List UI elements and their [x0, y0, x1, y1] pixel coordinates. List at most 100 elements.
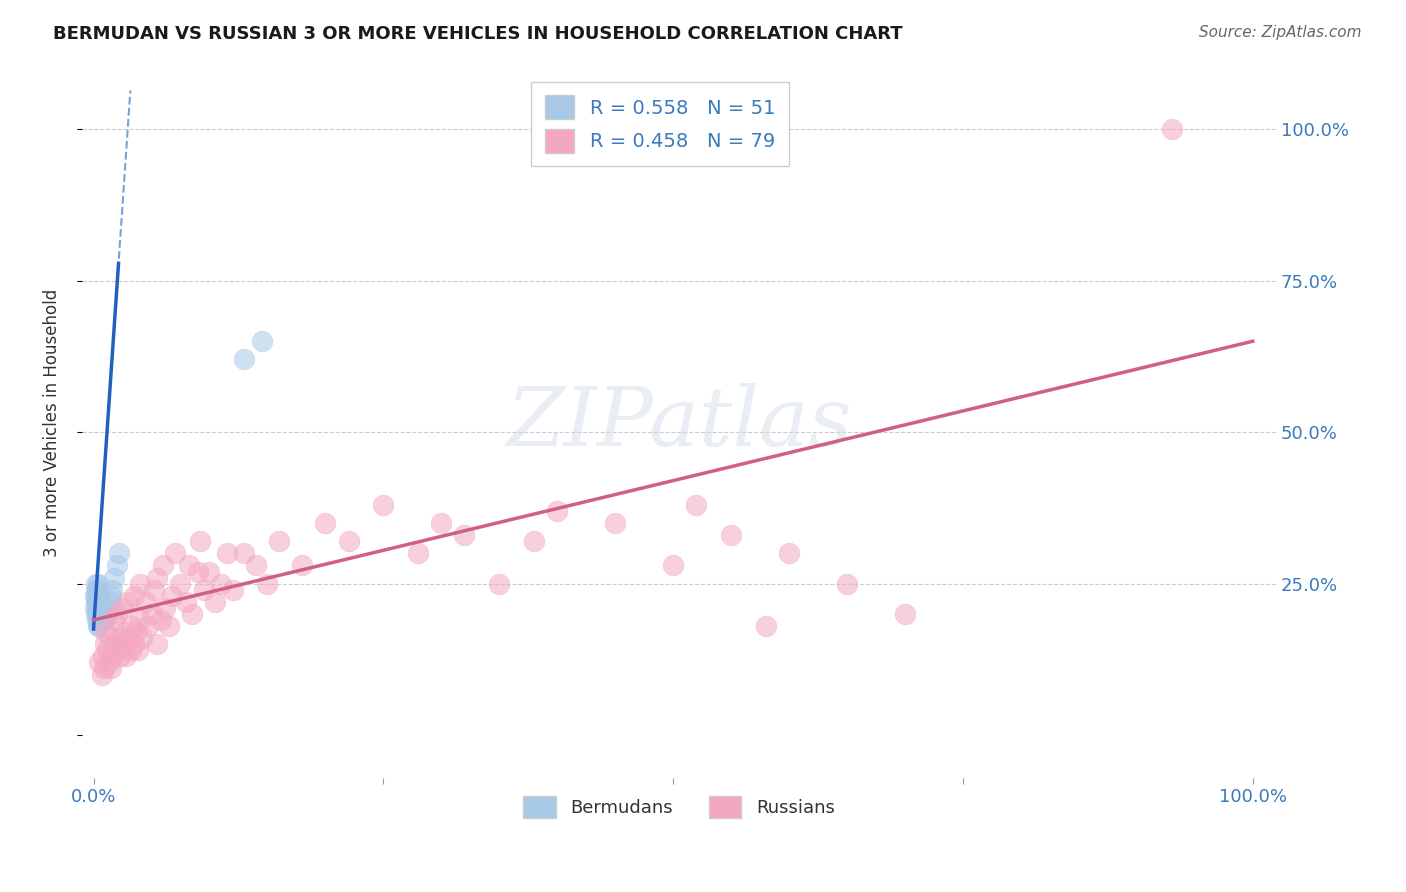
Point — [84, 582, 107, 597]
Point — [755, 619, 778, 633]
Point — [87, 576, 110, 591]
Point — [111, 637, 134, 651]
Point — [157, 619, 180, 633]
Point — [245, 558, 267, 573]
Point — [155, 600, 177, 615]
Point — [103, 571, 125, 585]
Point — [89, 600, 111, 615]
Point — [105, 558, 128, 573]
Point — [89, 607, 111, 621]
Point — [209, 576, 232, 591]
Point — [89, 619, 111, 633]
Point — [1160, 122, 1182, 136]
Point — [894, 607, 917, 621]
Point — [181, 607, 204, 621]
Point — [89, 589, 111, 603]
Point — [89, 595, 111, 609]
Point — [835, 576, 858, 591]
Point — [198, 565, 221, 579]
Point — [127, 643, 149, 657]
Point — [256, 576, 278, 591]
Point — [89, 595, 111, 609]
Point — [720, 528, 742, 542]
Point — [91, 607, 114, 621]
Point — [174, 595, 197, 609]
Point — [87, 589, 110, 603]
Point — [90, 613, 112, 627]
Point — [87, 619, 110, 633]
Point — [149, 613, 172, 627]
Point — [177, 558, 200, 573]
Point — [233, 546, 256, 560]
Point — [136, 619, 159, 633]
Point — [86, 589, 108, 603]
Point — [120, 643, 142, 657]
Point — [108, 649, 131, 664]
Point — [93, 607, 115, 621]
Point — [87, 600, 110, 615]
Point — [250, 334, 273, 349]
Point — [221, 582, 243, 597]
Point — [188, 534, 211, 549]
Point — [129, 576, 152, 591]
Point — [96, 600, 118, 615]
Point — [453, 528, 475, 542]
Point — [91, 649, 114, 664]
Point — [87, 607, 110, 621]
Text: ZIPatlas: ZIPatlas — [506, 383, 852, 463]
Point — [83, 600, 105, 615]
Point — [291, 558, 314, 573]
Legend: Bermudans, Russians: Bermudans, Russians — [516, 789, 842, 825]
Point — [129, 613, 152, 627]
Point — [98, 595, 121, 609]
Point — [86, 582, 108, 597]
Point — [131, 631, 153, 645]
Point — [142, 582, 165, 597]
Point — [108, 631, 131, 645]
Point — [86, 613, 108, 627]
Point — [163, 546, 186, 560]
Point — [94, 600, 117, 615]
Point — [233, 352, 256, 367]
Point — [115, 649, 138, 664]
Point — [93, 613, 115, 627]
Point — [83, 589, 105, 603]
Point — [86, 595, 108, 609]
Point — [100, 631, 122, 645]
Text: BERMUDAN VS RUSSIAN 3 OR MORE VEHICLES IN HOUSEHOLD CORRELATION CHART: BERMUDAN VS RUSSIAN 3 OR MORE VEHICLES I… — [53, 25, 903, 43]
Point — [117, 595, 139, 609]
Point — [96, 643, 118, 657]
Point — [169, 576, 191, 591]
Point — [100, 661, 122, 675]
Point — [84, 595, 107, 609]
Point — [125, 625, 148, 640]
Point — [90, 607, 112, 621]
Point — [121, 619, 143, 633]
Point — [86, 600, 108, 615]
Point — [103, 637, 125, 651]
Point — [135, 595, 157, 609]
Point — [101, 582, 124, 597]
Point — [96, 607, 118, 621]
Point — [778, 546, 800, 560]
Point — [204, 595, 226, 609]
Point — [89, 607, 111, 621]
Point — [94, 613, 117, 627]
Point — [605, 516, 627, 530]
Point — [96, 607, 118, 621]
Point — [146, 637, 169, 651]
Point — [84, 576, 107, 591]
Point — [662, 558, 685, 573]
Point — [523, 534, 546, 549]
Point — [91, 600, 114, 615]
Point — [91, 613, 114, 627]
Point — [89, 656, 111, 670]
Point — [122, 589, 145, 603]
Point — [84, 607, 107, 621]
Point — [162, 589, 184, 603]
Point — [94, 607, 117, 621]
Point — [337, 534, 360, 549]
Point — [97, 656, 120, 670]
Point — [141, 607, 163, 621]
Point — [108, 546, 131, 560]
